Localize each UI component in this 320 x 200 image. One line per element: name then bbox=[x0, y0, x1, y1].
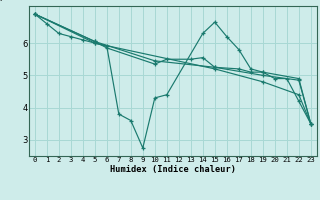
X-axis label: Humidex (Indice chaleur): Humidex (Indice chaleur) bbox=[110, 165, 236, 174]
Text: 7: 7 bbox=[0, 0, 4, 3]
